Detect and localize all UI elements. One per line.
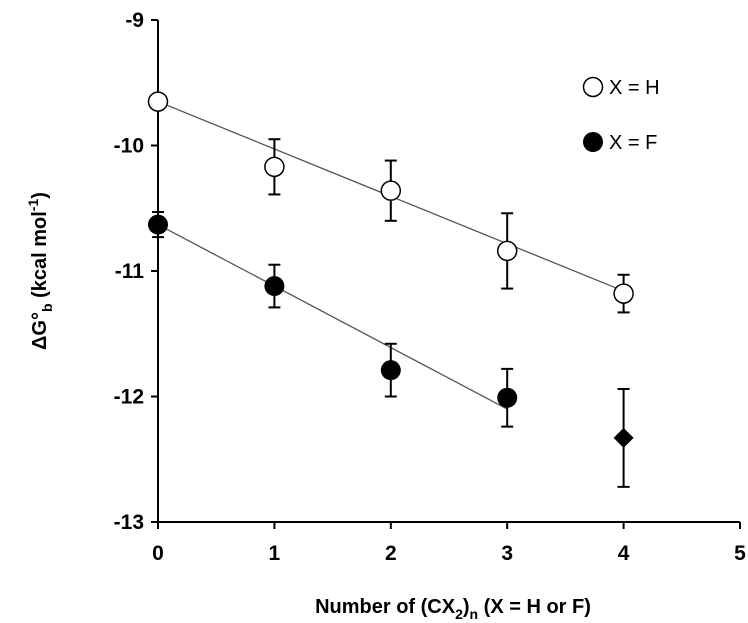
data-point-diamond-filled — [613, 427, 634, 448]
x-axis: 0 1 2 3 4 5 — [152, 522, 746, 565]
data-point-circle-open — [264, 156, 285, 178]
legend: X = H X = F — [582, 76, 660, 154]
data-point-circle-filled — [264, 276, 285, 297]
data-point-circle-filled — [497, 387, 518, 408]
y-tick-label: -12 — [114, 386, 144, 409]
legend-label: X = H — [609, 77, 660, 99]
data-point-circle-open — [613, 283, 634, 304]
x-tick-label: 3 — [501, 542, 513, 565]
legend-marker-circle-filled — [583, 132, 603, 152]
data-markers — [147, 91, 634, 448]
data-point-circle-filled — [148, 214, 168, 235]
legend-marker-circle-open — [582, 76, 604, 98]
y-axis: -9 -10 -11 -12 -13 — [114, 9, 158, 534]
data-point-circle-open — [380, 180, 402, 201]
x-tick-label: 5 — [734, 542, 746, 565]
legend-label: X = F — [609, 132, 657, 154]
x-tick-label: 2 — [385, 542, 397, 565]
data-point-circle-open — [147, 91, 169, 112]
x-tick-label: 4 — [618, 542, 630, 565]
fit-line-series-1 — [157, 223, 508, 410]
y-tick-label: -13 — [114, 511, 144, 534]
y-tick-label: -9 — [125, 9, 144, 32]
data-point-circle-filled — [380, 360, 401, 381]
x-tick-label: 1 — [269, 542, 281, 565]
x-tick-label: 0 — [152, 542, 164, 565]
data-point-circle-open — [496, 240, 518, 262]
x-axis-title: Number of (CX2)n (X = H or F) — [315, 596, 591, 622]
y-axis-title: ΔG°b (kcal mol-1) — [25, 192, 55, 350]
y-tick-label: -11 — [115, 260, 145, 283]
y-tick-label: -10 — [114, 135, 144, 158]
